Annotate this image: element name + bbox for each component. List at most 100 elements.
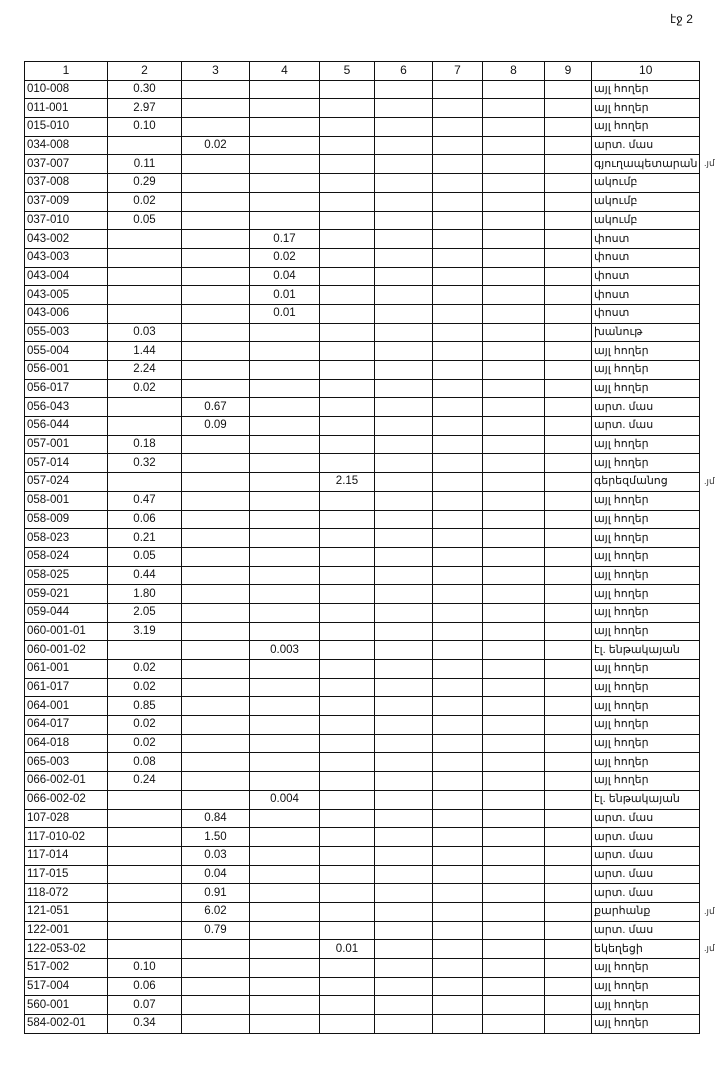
value-cell (482, 715, 545, 735)
cell-text: 037-008 (27, 176, 70, 189)
parcel-id-cell: 043-005 (24, 285, 108, 305)
value-cell (107, 845, 182, 866)
value-cell (249, 677, 320, 698)
value-cell (374, 434, 433, 455)
table-row: 037-007 0.11 գյուղապետարան .յմ (24, 154, 715, 175)
value-cell (181, 789, 250, 810)
value-cell (249, 584, 320, 604)
value-cell (181, 771, 250, 791)
cell-text: 010-008 (27, 83, 70, 96)
value-cell (181, 472, 250, 492)
value-cell (319, 1014, 375, 1034)
table-row: 117-014 0.03 արտ. մաս (24, 845, 701, 866)
cell-text: 0.85 (133, 699, 156, 712)
value-cell: 0.44 (107, 565, 182, 586)
value-cell (482, 210, 545, 231)
cell-text: այլ հողեր (594, 1017, 649, 1030)
value-cell (319, 173, 375, 193)
table-row: 034-008 0.02 արտ. մաս (24, 135, 701, 156)
table-row: 061-001 0.02 այլ հողեր (24, 659, 701, 679)
column-header: 7 (432, 61, 483, 81)
land-use-cell: խանութ (590, 322, 701, 343)
cell-text: 0.02 (133, 382, 156, 395)
value-cell: 0.29 (107, 173, 182, 193)
value-cell (319, 453, 375, 474)
cell-text: 0.02 (204, 139, 227, 152)
value-cell (107, 808, 182, 829)
value-cell (374, 528, 433, 548)
parcel-id-cell: 034-008 (24, 135, 108, 156)
value-cell (482, 247, 545, 268)
value-cell (432, 322, 483, 343)
cell-text: արտ. մաս (594, 830, 654, 843)
parcel-id-cell: 064-017 (24, 715, 108, 735)
cell-text: 0.02 (133, 681, 156, 694)
value-cell (107, 229, 182, 249)
value-cell (544, 173, 592, 193)
value-cell (249, 901, 320, 922)
table-row: 065-003 0.08 այլ հողեր (24, 752, 701, 773)
value-cell: 0.79 (181, 920, 250, 941)
cell-text: այլ հողեր (594, 774, 649, 787)
value-cell (432, 154, 483, 175)
value-cell (249, 621, 320, 642)
land-use-cell: էլ. ենթակայան (590, 640, 701, 660)
cell-text: 066-002-01 (27, 774, 86, 787)
value-cell: 0.02 (107, 378, 182, 399)
parcel-id-cell: 037-010 (24, 210, 108, 231)
value-cell (374, 453, 433, 474)
table-row: 058-023 0.21 այլ հողեր (24, 528, 701, 548)
cell-text: 0.10 (133, 120, 156, 133)
value-cell: 0.08 (107, 752, 182, 773)
value-cell (482, 303, 545, 324)
value-cell (482, 434, 545, 455)
value-cell (374, 808, 433, 829)
value-cell (319, 640, 375, 660)
value-cell (544, 79, 592, 100)
value-cell (319, 565, 375, 586)
value-cell (374, 752, 433, 773)
value-cell (249, 135, 320, 156)
value-cell (482, 528, 545, 548)
value-cell (482, 453, 545, 474)
value-cell (319, 135, 375, 156)
value-cell: 0.85 (107, 696, 182, 717)
value-cell (374, 322, 433, 343)
cell-text: 064-018 (27, 737, 70, 750)
value-cell: 0.32 (107, 453, 182, 474)
value-cell (544, 191, 592, 212)
cell-text: 1.44 (133, 344, 156, 357)
cell-text: 2.05 (133, 606, 156, 619)
value-cell: 0.10 (107, 958, 182, 978)
column-header: 1 (24, 61, 108, 81)
value-cell: 0.01 (319, 939, 375, 959)
parcel-id-cell: 056-017 (24, 378, 108, 399)
value-cell (544, 584, 592, 604)
cell-text: 107-028 (27, 811, 70, 824)
value-cell (544, 378, 592, 399)
value-cell: 0.07 (107, 995, 182, 1016)
value-cell (432, 771, 483, 791)
cell-text: այլ հողեր (594, 550, 649, 563)
cell-text: այլ հողեր (594, 344, 649, 357)
value-cell (482, 378, 545, 399)
land-use-cell: արտ. մաս (590, 864, 701, 885)
column-header: 4 (249, 61, 320, 81)
cell-text: 0.44 (133, 568, 156, 581)
value-cell: 0.01 (249, 303, 320, 324)
cell-text: 121-051 (27, 905, 70, 918)
value-cell (319, 247, 375, 268)
table-row: 043-006 0.01 փոստ (24, 303, 701, 324)
cell-text: այլ հողեր (594, 531, 649, 544)
value-cell (181, 640, 250, 660)
value-cell: 0.06 (107, 976, 182, 997)
value-cell (181, 79, 250, 100)
value-cell (181, 154, 250, 175)
cell-text: 117-010-02 (27, 830, 85, 843)
table-row: 055-003 0.03 խանութ (24, 322, 701, 343)
value-cell: 0.47 (107, 490, 182, 511)
cell-text: փոստ (594, 307, 630, 320)
value-cell (482, 341, 545, 361)
cell-text: 0.32 (133, 456, 156, 469)
value-cell (107, 883, 182, 903)
